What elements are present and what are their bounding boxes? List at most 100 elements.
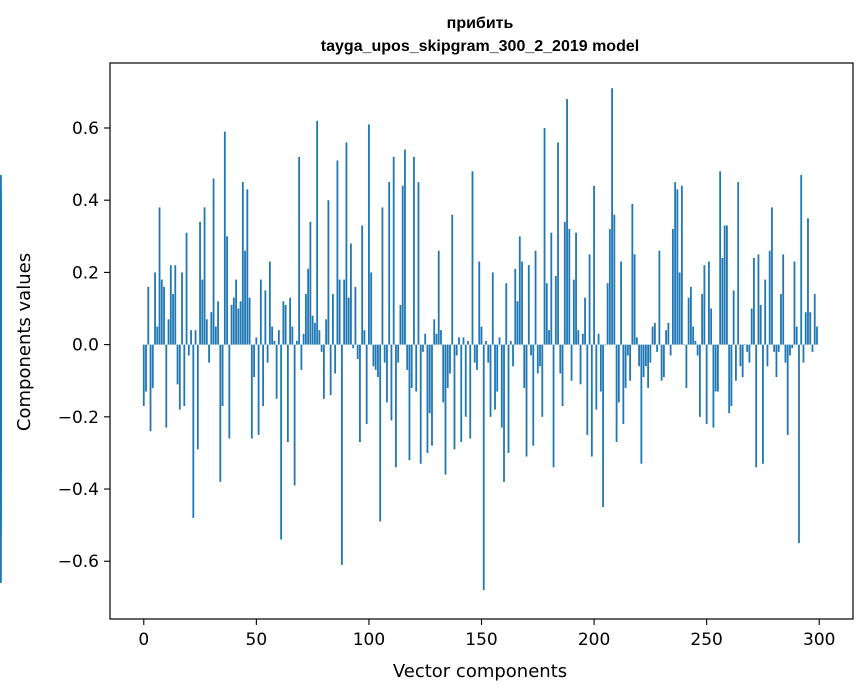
- plot-frame: [109, 62, 854, 620]
- bar-273: [757, 254, 760, 345]
- bar-179: [545, 283, 548, 345]
- bar-150: [480, 326, 483, 345]
- bar-261: [730, 344, 733, 406]
- y-tick-label-3: 0.0: [72, 336, 99, 356]
- bar-157: [496, 344, 499, 392]
- bar-140: [458, 337, 460, 345]
- bar-24: [196, 344, 199, 450]
- bar-168: [521, 261, 523, 345]
- bar-230: [660, 344, 663, 381]
- bar-212: [620, 261, 622, 345]
- bar-170: [525, 344, 528, 457]
- bar-67: [293, 344, 296, 486]
- bar-243: [689, 286, 692, 345]
- bar-248: [701, 294, 704, 345]
- bar-239: [680, 185, 683, 345]
- bar-251: [708, 261, 710, 345]
- bar-88: [341, 344, 343, 565]
- bar-187: [563, 221, 566, 345]
- bar-80: [322, 344, 325, 399]
- bar-280: [773, 344, 776, 352]
- bar-57: [271, 326, 274, 345]
- bar-171: [527, 265, 530, 345]
- bar-172: [530, 344, 532, 356]
- bar-147: [473, 344, 476, 363]
- bar-180: [548, 330, 550, 345]
- bar-7: [158, 207, 161, 345]
- bar-193: [577, 330, 580, 345]
- y-tick-label-5: 0.4: [72, 191, 99, 211]
- bar-143: [464, 344, 467, 417]
- bar-237: [676, 189, 679, 345]
- bar-265: [739, 344, 742, 367]
- bar-17: [181, 272, 183, 345]
- bar-50: [255, 337, 258, 345]
- bar-37: [226, 236, 228, 345]
- bar-100: [368, 124, 370, 345]
- bar-72: [304, 294, 307, 345]
- bar-123: [419, 344, 422, 464]
- bar-11: [167, 319, 170, 345]
- bar-283: [780, 294, 782, 345]
- bar-250: [705, 344, 708, 425]
- bar-107: [383, 344, 386, 363]
- bar-137: [451, 214, 454, 345]
- bar-33: [217, 301, 219, 345]
- bar-186: [561, 344, 564, 406]
- bar-255: [717, 344, 719, 392]
- bar-42: [237, 308, 240, 345]
- bar-289: [793, 261, 796, 345]
- bar-4: [151, 344, 154, 388]
- bar-35: [221, 344, 224, 406]
- bar-164: [512, 344, 514, 367]
- bar-189: [568, 229, 571, 345]
- bar-277: [766, 344, 769, 367]
- bar-282: [777, 344, 780, 352]
- bar-288: [791, 344, 794, 349]
- bar-86: [336, 160, 339, 345]
- bar-257: [721, 257, 724, 345]
- bar-158: [498, 337, 501, 345]
- bar-60: [277, 330, 280, 345]
- bar-129: [433, 319, 436, 345]
- bar-194: [579, 344, 582, 385]
- bar-219: [635, 337, 638, 345]
- bar-54: [264, 290, 267, 345]
- bar-120: [413, 156, 415, 345]
- bar-15: [176, 344, 179, 385]
- bar-74: [309, 221, 312, 345]
- bar-62: [282, 301, 285, 345]
- bar-161: [505, 283, 508, 345]
- y-tick-label-1: −0.4: [58, 480, 99, 500]
- bar-36: [223, 131, 226, 345]
- bar-167: [518, 236, 521, 345]
- bar-9: [163, 286, 165, 345]
- bar-195: [581, 333, 584, 345]
- bar-45: [244, 250, 246, 345]
- bar-185: [559, 344, 562, 374]
- bar-211: [617, 344, 620, 403]
- bar-20: [187, 344, 190, 356]
- bar-213: [622, 344, 625, 425]
- bar-198: [588, 254, 591, 345]
- bar-133: [442, 344, 445, 403]
- bar-30: [210, 312, 213, 345]
- y-tick-label-4: 0.2: [72, 263, 99, 283]
- bar-260: [728, 344, 731, 414]
- bar-264: [737, 182, 740, 345]
- bar-23: [194, 330, 197, 345]
- chart-title-line-2: tayga_upos_skipgram_300_2_2019 model: [321, 38, 639, 55]
- bar-247: [699, 344, 701, 417]
- bar-284: [782, 254, 785, 345]
- bar-38: [228, 344, 231, 439]
- bar-32: [214, 326, 217, 345]
- bar-108: [386, 344, 388, 403]
- bar-174: [534, 250, 537, 345]
- x-tick-label-200: 200: [578, 630, 610, 650]
- bar-49: [253, 344, 255, 378]
- bar-178: [543, 127, 546, 345]
- chart-title: прибить tayga_upos_skipgram_300_2_2019 m…: [321, 15, 639, 55]
- bar-199: [590, 344, 593, 457]
- bar-278: [768, 250, 771, 345]
